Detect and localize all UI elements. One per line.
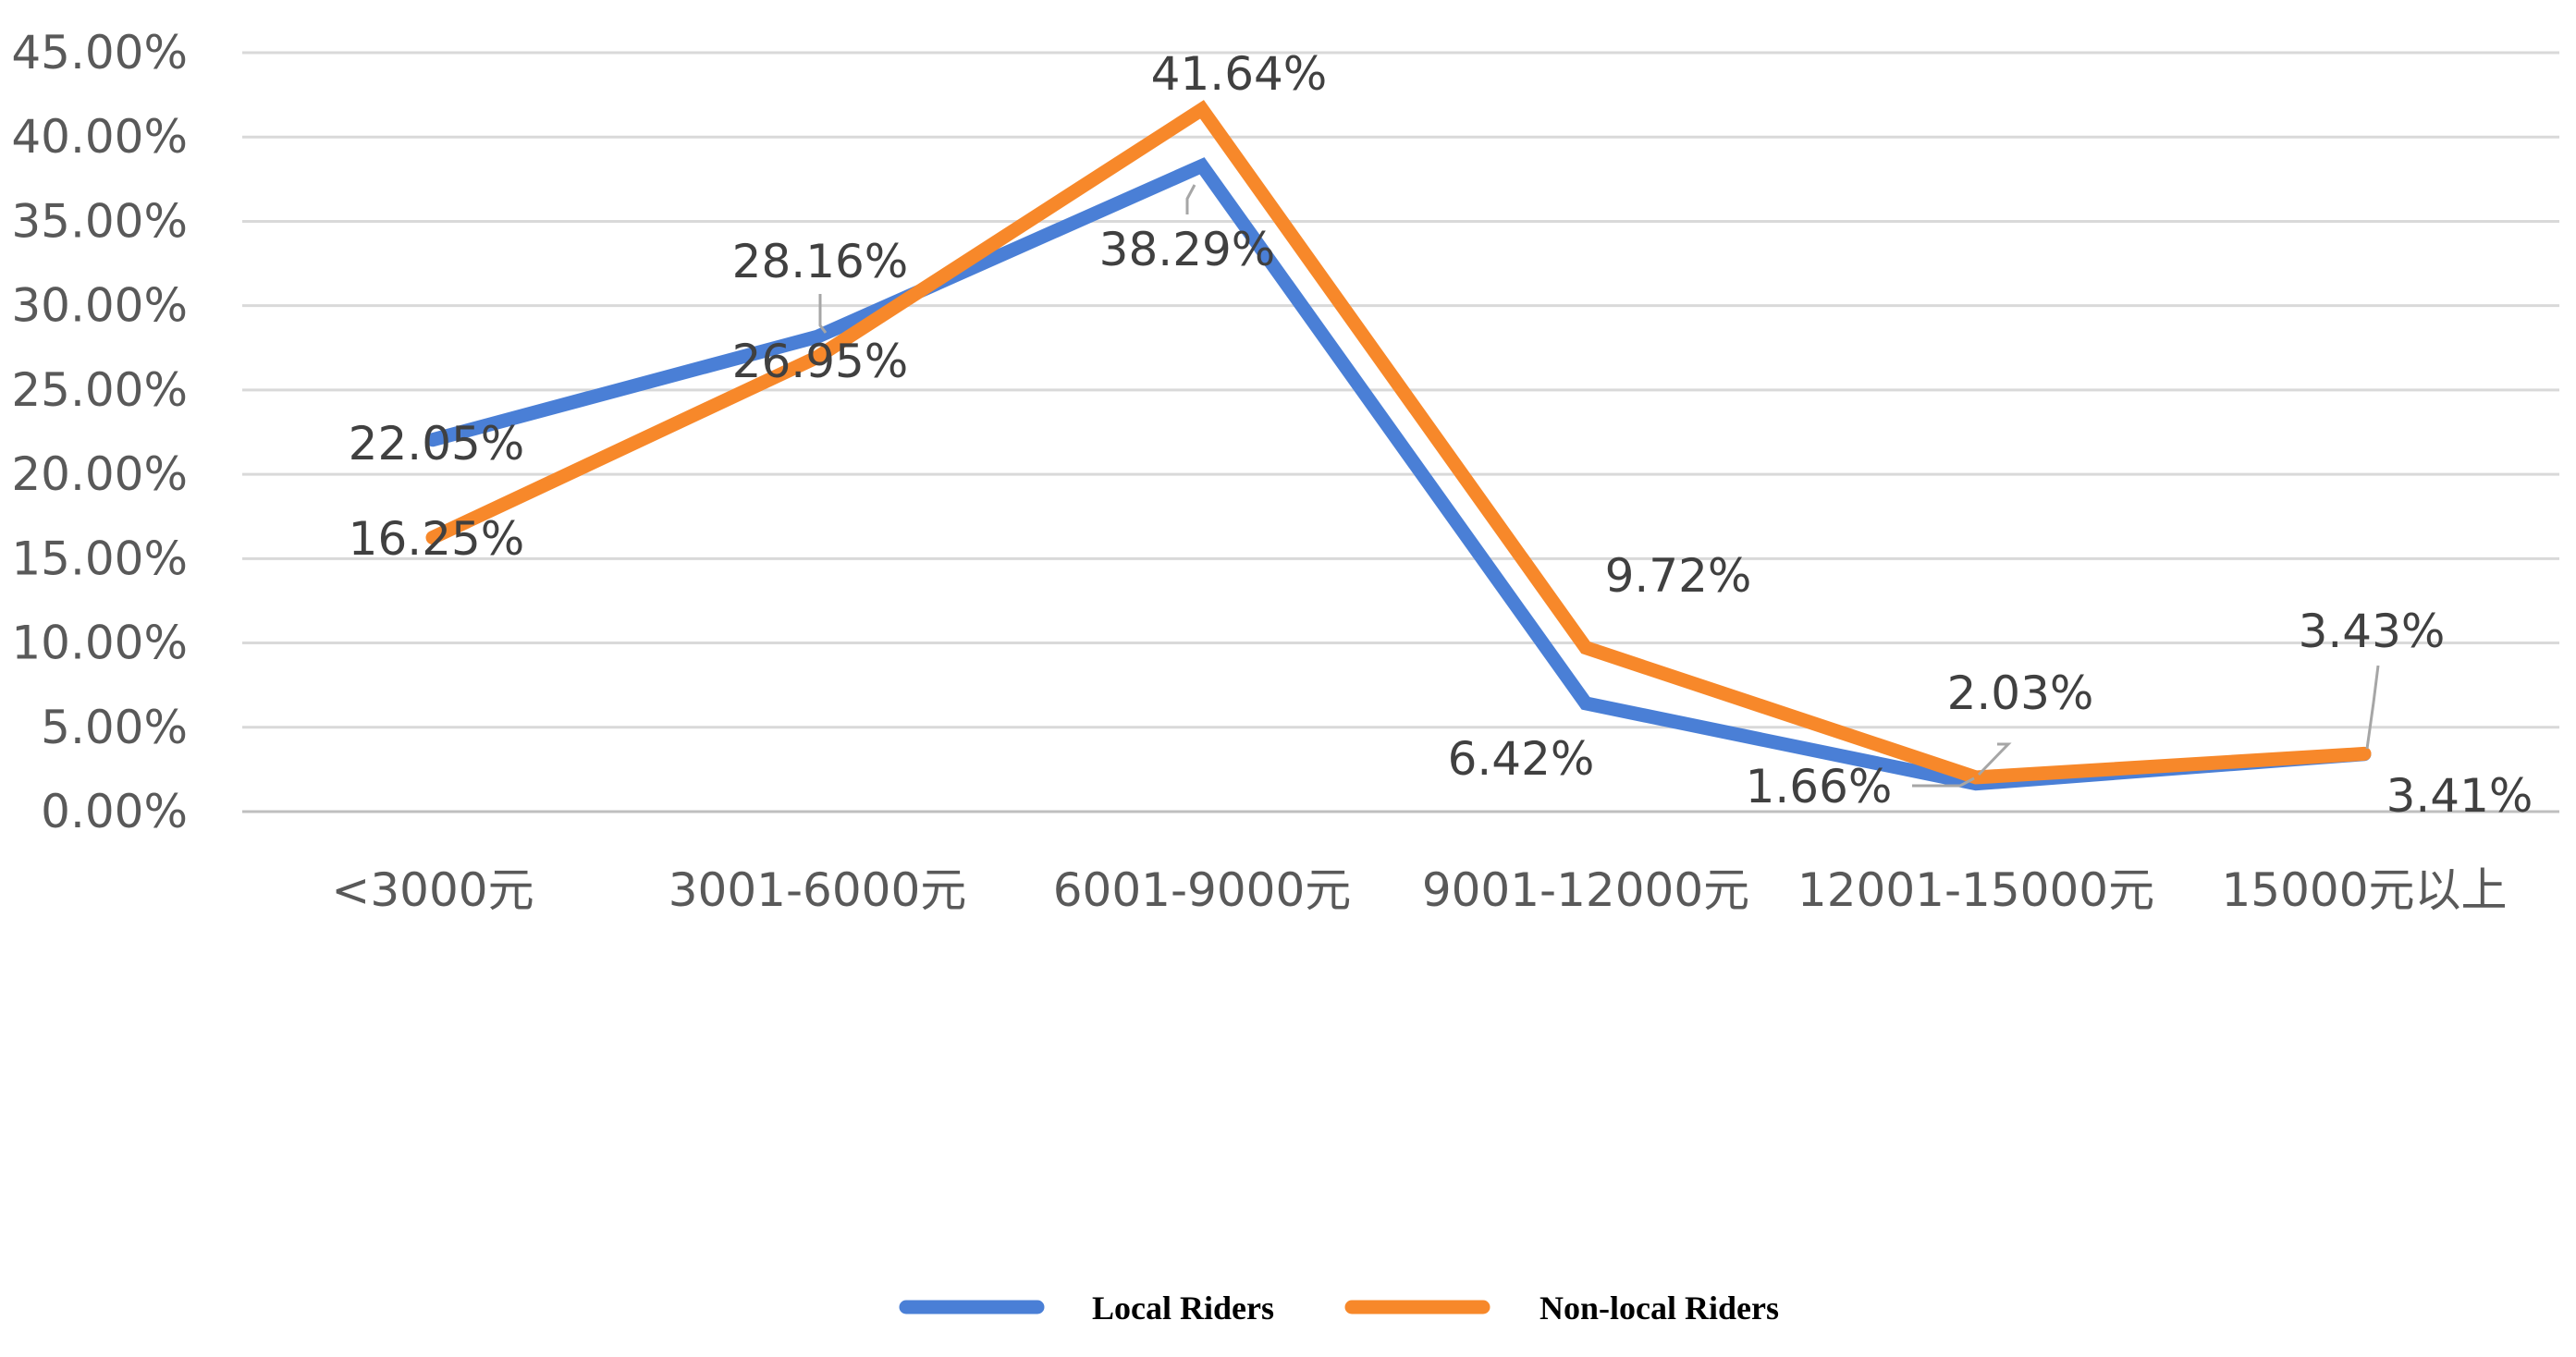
leader-line [1912, 776, 1975, 788]
gridlines [242, 51, 2559, 813]
y-tick-label: 15.00% [11, 532, 188, 585]
y-tick-label: 5.00% [41, 701, 188, 754]
y-tick-label: 40.00% [11, 110, 188, 164]
data-label-local: 1.66% [1746, 760, 1893, 813]
y-tick-label: 0.00% [41, 785, 188, 838]
y-tick-label: 25.00% [11, 363, 188, 417]
x-axis-tick-labels: <3000元 3001-6000元 6001-9000元 9001-12000元 120… [331, 863, 2507, 917]
data-label-local: 28.16% [732, 235, 909, 288]
data-label-nonlocal: 41.64% [1151, 47, 1328, 101]
legend-label: Non-local Riders [1539, 1290, 1779, 1326]
y-tick-label: 45.00% [11, 26, 188, 79]
data-label-nonlocal: 16.25% [349, 512, 525, 566]
series-line-non-local-riders [425, 100, 2372, 785]
data-label-local: 22.05% [349, 417, 525, 471]
label-leader-lines [818, 184, 2380, 788]
data-labels: 22.05% 28.16% 38.29% 6.42% 1.66% 3.41% 16.25% 2… [349, 47, 2533, 823]
data-label-nonlocal: 2.03% [1947, 666, 2094, 720]
y-tick-label: 30.00% [11, 279, 188, 333]
data-label-local: 3.41% [2386, 769, 2533, 823]
data-label-nonlocal: 9.72% [1605, 549, 1752, 603]
y-tick-label: 35.00% [11, 194, 188, 248]
x-tick-label: 12001-15000元 [1797, 863, 2154, 917]
data-label-local: 6.42% [1448, 732, 1595, 786]
x-tick-label: 3001-6000元 [669, 863, 967, 917]
leader-line [1977, 742, 2012, 776]
leader-line [2365, 665, 2380, 750]
y-tick-label: 20.00% [11, 447, 188, 501]
x-tick-label: <3000元 [331, 863, 534, 917]
x-tick-label: 6001-9000元 [1053, 863, 1352, 917]
x-tick-label: 9001-12000元 [1422, 863, 1749, 917]
leader-line [818, 294, 828, 334]
data-label-nonlocal: 3.43% [2299, 605, 2446, 658]
x-tick-label: 15000元以上 [2221, 863, 2507, 917]
data-label-nonlocal: 26.95% [732, 335, 909, 388]
y-tick-label: 10.00% [11, 617, 188, 670]
legend-label: Local Riders [1092, 1290, 1274, 1326]
series-lines [425, 100, 2372, 791]
legend: Local Riders Non-local Riders [899, 1290, 1779, 1326]
leader-line [1185, 184, 1196, 214]
data-label-local: 38.29% [1099, 223, 1276, 276]
y-axis-tick-labels: 0.00% 5.00% 10.00% 15.00% 20.00% 25.00% 30.00%… [11, 26, 188, 838]
